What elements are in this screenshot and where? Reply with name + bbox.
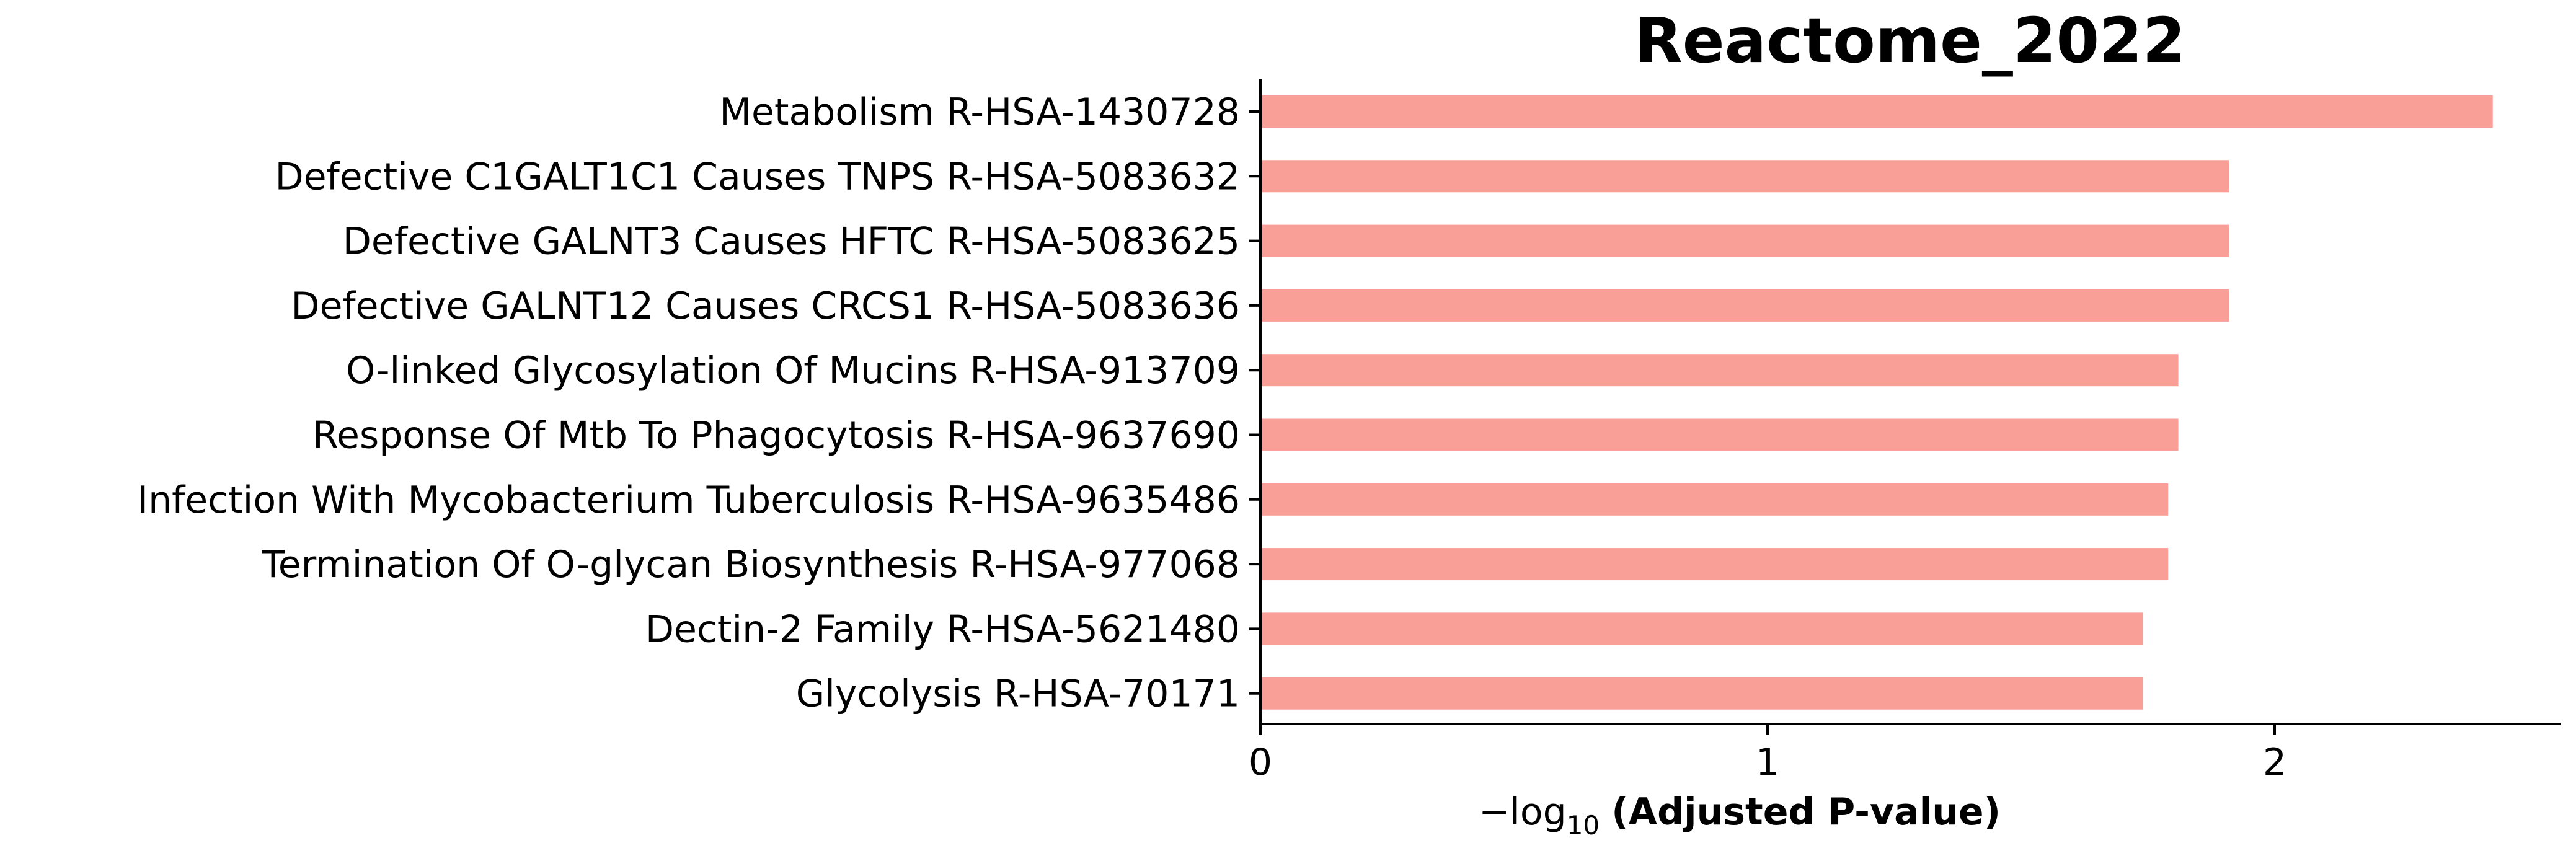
x-axis-label-prefix: −log: [1479, 790, 1567, 834]
bar: [1260, 95, 2493, 128]
x-ticks: 0 1 2: [1249, 724, 2286, 784]
bar: [1260, 548, 2169, 581]
axes: [1259, 79, 2561, 725]
y-tick-labels: Metabolism R-HSA-1430728 Defective C1GALT…: [137, 90, 1260, 716]
y-tick-label: Glycolysis R-HSA-70171: [796, 673, 1240, 716]
x-axis-label: −log10 (Adjusted P-value): [1479, 790, 2001, 841]
bar: [1260, 289, 2229, 322]
y-tick-label: Defective GALNT12 Causes CRCS1 R-HSA-508…: [291, 285, 1240, 328]
x-tick-label: 0: [1249, 741, 1272, 784]
bar: [1260, 418, 2179, 451]
bar: [1260, 224, 2229, 257]
y-tick-label: Dectin-2 Family R-HSA-5621480: [645, 607, 1240, 651]
y-tick-label: Infection With Mycobacterium Tuberculosi…: [137, 479, 1240, 522]
y-tick-label: O-linked Glycosylation Of Mucins R-HSA-9…: [346, 349, 1240, 392]
x-tick-label: 1: [1756, 741, 1779, 784]
y-tick-label: Termination Of O-glycan Biosynthesis R-H…: [261, 543, 1240, 586]
bar: [1260, 160, 2229, 193]
x-tick-label: 2: [2263, 741, 2286, 784]
y-tick-label: Defective C1GALT1C1 Causes TNPS R-HSA-50…: [275, 155, 1240, 198]
x-axis-label-subscript: 10: [1567, 810, 1600, 841]
y-tick-label: Response Of Mtb To Phagocytosis R-HSA-96…: [312, 414, 1240, 457]
chart-title: Reactome_2022: [1635, 4, 2185, 77]
x-axis-label-bold: (Adjusted P-value): [1611, 790, 2001, 834]
bar: [1260, 483, 2169, 516]
x-axis-label-spacer: [1600, 790, 1611, 834]
bars-layer: [1260, 95, 2493, 710]
y-tick-label: Metabolism R-HSA-1430728: [719, 90, 1240, 134]
bar: [1260, 354, 2179, 387]
bar: [1260, 677, 2143, 710]
y-tick-label: Defective GALNT3 Causes HFTC R-HSA-50836…: [343, 220, 1240, 263]
bar: [1260, 612, 2143, 645]
